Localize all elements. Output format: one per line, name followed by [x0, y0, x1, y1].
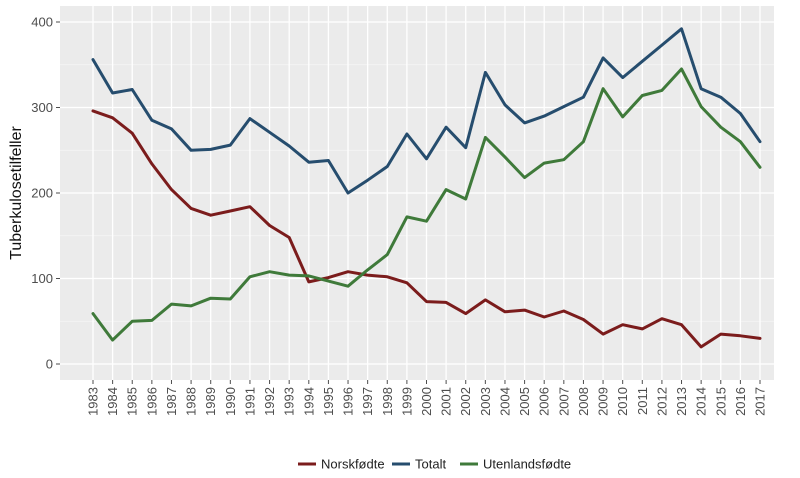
- x-tick-label: 2009: [596, 387, 611, 416]
- x-tick-label: 1983: [86, 387, 101, 416]
- x-tick-label: 2013: [674, 387, 689, 416]
- x-tick-label: 1986: [144, 387, 159, 416]
- x-tick-label: 1994: [301, 387, 316, 416]
- x-tick-label: 1996: [341, 387, 356, 416]
- legend-label-0: Norskfødte: [321, 457, 385, 472]
- x-tick-label: 2004: [497, 387, 512, 416]
- x-tick-label: 2014: [694, 387, 709, 416]
- x-tick-label: 1998: [380, 387, 395, 416]
- x-tick-label: 1993: [282, 387, 297, 416]
- x-tick-label: 1991: [242, 387, 257, 416]
- x-tick-label: 2012: [654, 387, 669, 416]
- series-line-1: [91, 27, 762, 195]
- legend: Norskfødte Totalt Utenlandsfødte: [298, 457, 571, 472]
- x-tick-label: 1985: [125, 387, 140, 416]
- x-tick-label: 1999: [399, 387, 414, 416]
- x-tick-label: 2005: [517, 387, 532, 416]
- x-tick-label: 2002: [458, 387, 473, 416]
- x-tick-label: 2000: [419, 387, 434, 416]
- series-line-0: [91, 109, 762, 349]
- y-axis-title: Tuberkulosetilfeller: [8, 125, 25, 259]
- x-tick-label: 2015: [713, 387, 728, 416]
- x-tick-label: 1984: [105, 387, 120, 416]
- series-lines: [91, 27, 762, 349]
- x-axis: 1983 1984 1985 1986 1987 1988 1989 1990 1991 1992…: [86, 380, 768, 416]
- legend-label-1: Totalt: [415, 457, 446, 472]
- x-tick-label: 1995: [321, 387, 336, 416]
- x-tick-label: 2006: [537, 387, 552, 416]
- y-tick-label: 200: [31, 186, 53, 201]
- x-tick-label: 2008: [576, 387, 591, 416]
- x-tick-label: 1992: [262, 387, 277, 416]
- x-tick-label: 1989: [203, 387, 218, 416]
- y-tick-label: 400: [31, 15, 53, 30]
- x-tick-label: 2017: [753, 387, 768, 416]
- x-tick-label: 1997: [360, 387, 375, 416]
- x-tick-label: 1988: [184, 387, 199, 416]
- y-tick-label: 300: [31, 100, 53, 115]
- x-tick-label: 1987: [164, 387, 179, 416]
- x-tick-label: 2001: [439, 387, 454, 416]
- y-tick-label: 0: [46, 357, 53, 372]
- y-axis: 0 100 200 300 400: [31, 15, 60, 372]
- x-tick-label: 2016: [733, 387, 748, 416]
- x-tick-label: 2003: [478, 387, 493, 416]
- gridlines: [60, 6, 774, 380]
- y-tick-label: 100: [31, 271, 53, 286]
- series-line-2: [91, 67, 762, 342]
- legend-label-2: Utenlandsfødte: [483, 457, 571, 472]
- x-tick-label: 2011: [635, 387, 650, 415]
- x-tick-label: 2007: [556, 387, 571, 416]
- x-tick-label: 2010: [615, 387, 630, 416]
- x-tick-label: 1990: [223, 387, 238, 416]
